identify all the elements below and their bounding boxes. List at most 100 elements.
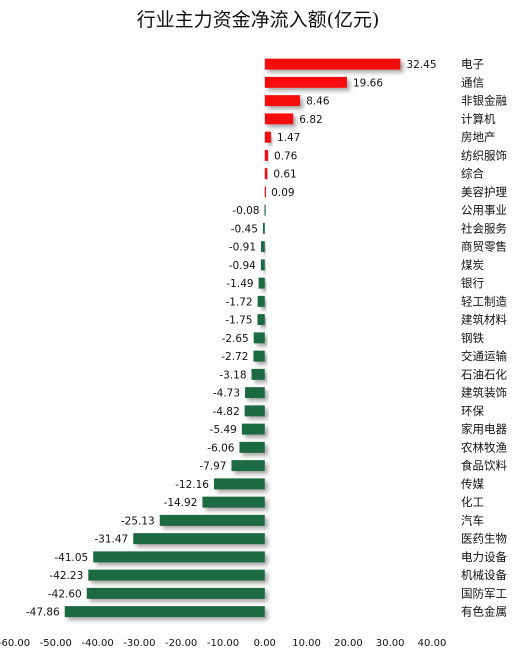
value-label: -0.08 [232, 205, 259, 217]
category-label: 环保 [461, 404, 484, 418]
bar [264, 76, 347, 88]
category-label: 传媒 [461, 477, 484, 491]
value-label: -0.94 [229, 260, 256, 272]
value-label: -6.06 [207, 442, 234, 454]
category-label: 银行 [461, 276, 484, 290]
bar [257, 314, 265, 326]
bar [262, 222, 265, 234]
category-label: 汽车 [461, 513, 484, 527]
bar [258, 277, 265, 289]
category-label: 电力设备 [461, 550, 507, 564]
bar [264, 131, 271, 143]
value-label: 19.66 [353, 77, 383, 89]
value-label: -1.75 [225, 315, 252, 327]
bar [264, 58, 401, 70]
value-label: -5.49 [210, 424, 237, 436]
value-label: -42.23 [49, 570, 83, 582]
value-label: 6.82 [299, 114, 322, 126]
bar [264, 204, 266, 216]
x-tick-label: -60.00 [0, 638, 30, 649]
bar [264, 95, 301, 107]
bar [253, 332, 265, 344]
bar [253, 350, 265, 362]
category-label: 综合 [461, 167, 484, 181]
bar [251, 368, 265, 380]
bar [264, 168, 268, 180]
x-tick-label: -40.00 [81, 638, 113, 649]
category-label: 通信 [461, 75, 484, 89]
bar [202, 496, 265, 508]
value-label: -4.73 [213, 388, 240, 400]
bar [260, 259, 265, 271]
value-label: -42.60 [48, 588, 82, 600]
value-label: -41.05 [54, 552, 88, 564]
value-label: -31.47 [94, 534, 128, 546]
bar [257, 295, 265, 307]
bar [213, 478, 265, 490]
value-label: -2.65 [222, 333, 249, 345]
category-label: 建筑材料 [461, 313, 507, 327]
category-label: 交通运输 [461, 349, 507, 363]
x-tick-label: 0.00 [254, 638, 276, 649]
bar [264, 113, 294, 125]
x-tick-label: 30.00 [376, 638, 405, 649]
bar [93, 551, 265, 563]
category-label: 钢铁 [461, 331, 484, 345]
bar [88, 569, 265, 581]
value-label: 8.46 [306, 96, 330, 108]
category-label: 美容护理 [461, 185, 507, 199]
x-tick-label: 40.00 [418, 638, 447, 649]
bar [261, 241, 265, 253]
category-label: 轻工制造 [461, 294, 507, 308]
value-label: -1.49 [226, 278, 253, 290]
bar [231, 460, 265, 472]
category-label: 建筑装饰 [461, 386, 507, 400]
value-label: 0.09 [271, 187, 294, 199]
category-label: 电子 [461, 57, 484, 71]
value-label: 0.61 [273, 169, 296, 181]
value-label: 32.45 [406, 59, 436, 71]
category-label: 公用事业 [461, 203, 507, 217]
category-label: 社会服务 [461, 221, 507, 235]
value-label: 1.47 [277, 132, 300, 144]
x-axis-ticks: -60.00 -50.00 -40.00 -30.00 -20.00 -10.00 0.00… [0, 638, 446, 649]
category-labels-group: 电子通信非银金融计算机房地产纺织服饰综合美容护理公用事业社会服务商贸零售煤炭银行… [461, 57, 507, 619]
bar [239, 441, 265, 453]
bar [241, 423, 265, 435]
value-label: -4.82 [212, 406, 239, 418]
category-label: 非银金融 [461, 94, 507, 108]
value-label: -12.16 [175, 479, 209, 491]
bar [264, 149, 268, 161]
bar [86, 587, 265, 599]
value-label: -0.91 [229, 242, 256, 254]
value-label: 0.76 [274, 150, 298, 162]
value-label: -2.72 [221, 351, 248, 363]
value-label: -1.72 [225, 296, 252, 308]
value-label: -3.18 [219, 369, 246, 381]
bar [245, 387, 265, 399]
category-label: 纺织服饰 [461, 148, 507, 162]
chart-title: 行业主力资金净流入额(亿元) [137, 9, 380, 31]
category-label: 家用电器 [461, 422, 507, 436]
category-label: 医药生物 [461, 532, 507, 546]
category-label: 石油石化 [461, 367, 507, 381]
bar [133, 533, 265, 545]
bar [64, 606, 265, 618]
category-label: 商贸零售 [461, 240, 507, 254]
bar [244, 405, 265, 417]
x-tick-label: 10.00 [292, 638, 321, 649]
x-tick-label: 20.00 [334, 638, 363, 649]
category-label: 机械设备 [461, 568, 507, 582]
value-label: -25.13 [121, 515, 155, 527]
category-label: 煤炭 [461, 258, 484, 272]
category-label: 有色金属 [461, 605, 507, 619]
x-tick-label: -10.00 [207, 638, 239, 649]
x-tick-label: -30.00 [123, 638, 155, 649]
value-labels-group: 32.45 19.66 8.46 6.82 1.47 0.76 0.61 0.09 -0.08 -… [26, 59, 437, 619]
bar [159, 514, 265, 526]
x-tick-label: -20.00 [165, 638, 197, 649]
x-tick-label: -50.00 [40, 638, 72, 649]
category-label: 农林牧渔 [461, 440, 507, 454]
category-label: 食品饮料 [461, 459, 507, 473]
